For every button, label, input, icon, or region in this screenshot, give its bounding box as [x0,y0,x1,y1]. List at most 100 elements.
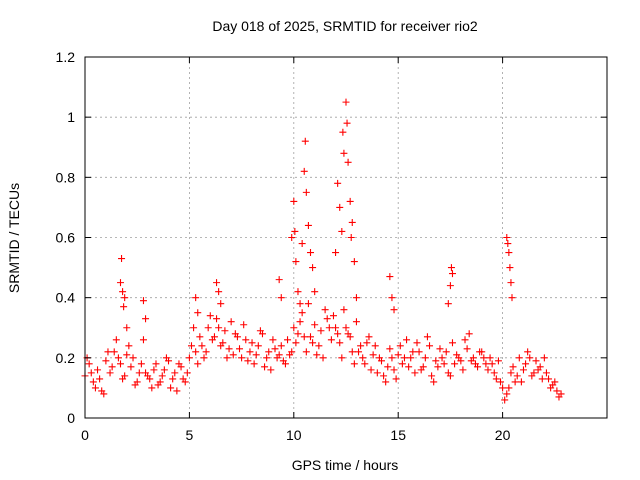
data-point [446,372,454,380]
data-point [187,342,195,350]
data-point [265,348,273,356]
data-point [438,354,446,362]
data-point [428,372,436,380]
data-point [242,336,250,344]
data-point [430,378,438,386]
data-point [291,227,299,235]
data-point [225,345,233,353]
data-point [248,339,256,347]
data-point [315,342,323,350]
chart-title: Day 018 of 2025, SRMTID for receiver rio… [212,18,478,34]
data-point [102,357,110,365]
data-point [471,360,479,368]
data-point [309,264,317,272]
data-point [94,366,102,374]
data-point [100,390,108,398]
data-point [204,324,212,332]
data-point [269,336,277,344]
data-point [246,348,254,356]
data-point [311,288,319,296]
data-point [279,357,287,365]
data-point [361,360,369,368]
data-point [332,324,340,332]
data-point [296,300,304,308]
data-point [290,324,298,332]
data-point [160,366,168,374]
data-point [348,218,356,226]
data-point [171,369,179,377]
data-point [244,357,252,365]
data-point [215,324,223,332]
data-point [313,351,321,359]
y-tick-label: 0.2 [56,350,76,366]
data-point [390,366,398,374]
data-point [400,354,408,362]
data-point [284,336,292,344]
data-point [301,137,309,145]
data-point [547,384,555,392]
data-point [524,348,532,356]
data-point [338,354,346,362]
data-point [192,294,200,302]
data-point [403,336,411,344]
data-point [139,336,147,344]
data-point [192,348,200,356]
data-point [480,354,488,362]
data-point [446,282,454,290]
data-point [396,342,404,350]
data-point [150,366,158,374]
data-point [350,360,358,368]
data-point [106,369,114,377]
data-point [127,363,135,371]
data-point [413,339,421,347]
data-point [538,375,546,383]
data-point [271,345,279,353]
data-point [340,149,348,157]
data-point [461,336,469,344]
data-point [321,306,329,314]
data-point [123,324,131,332]
data-point [432,357,440,365]
data-point [423,333,431,341]
data-point [505,249,513,257]
data-point [492,375,500,383]
data-point [407,354,415,362]
data-point [162,354,170,362]
data-point [202,348,210,356]
data-point [319,354,327,362]
data-point [277,342,285,350]
data-point [373,369,381,377]
data-point [388,294,396,302]
data-point [555,393,563,401]
data-point [300,167,308,175]
y-tick-label: 0 [67,410,75,426]
data-point [519,366,527,374]
data-point [459,366,467,374]
data-point [261,363,269,371]
data-point [386,345,394,353]
data-point [497,378,505,386]
data-point [490,369,498,377]
data-point [277,294,285,302]
data-point [463,345,471,353]
data-point [139,297,147,305]
data-point [398,360,406,368]
data-point [292,339,300,347]
data-point [118,255,126,263]
data-point [267,366,275,374]
data-point [254,342,262,350]
data-point [213,279,221,287]
data-point [175,360,183,368]
data-point [476,348,484,356]
data-point [448,339,456,347]
data-point [517,378,525,386]
data-point [185,354,193,362]
data-point [534,366,542,374]
data-point [194,309,202,317]
data-point [179,375,187,383]
x-tick-label: 0 [81,427,89,443]
data-point [342,324,350,332]
data-point [233,333,241,341]
data-point [448,270,456,278]
data-point [112,336,120,344]
